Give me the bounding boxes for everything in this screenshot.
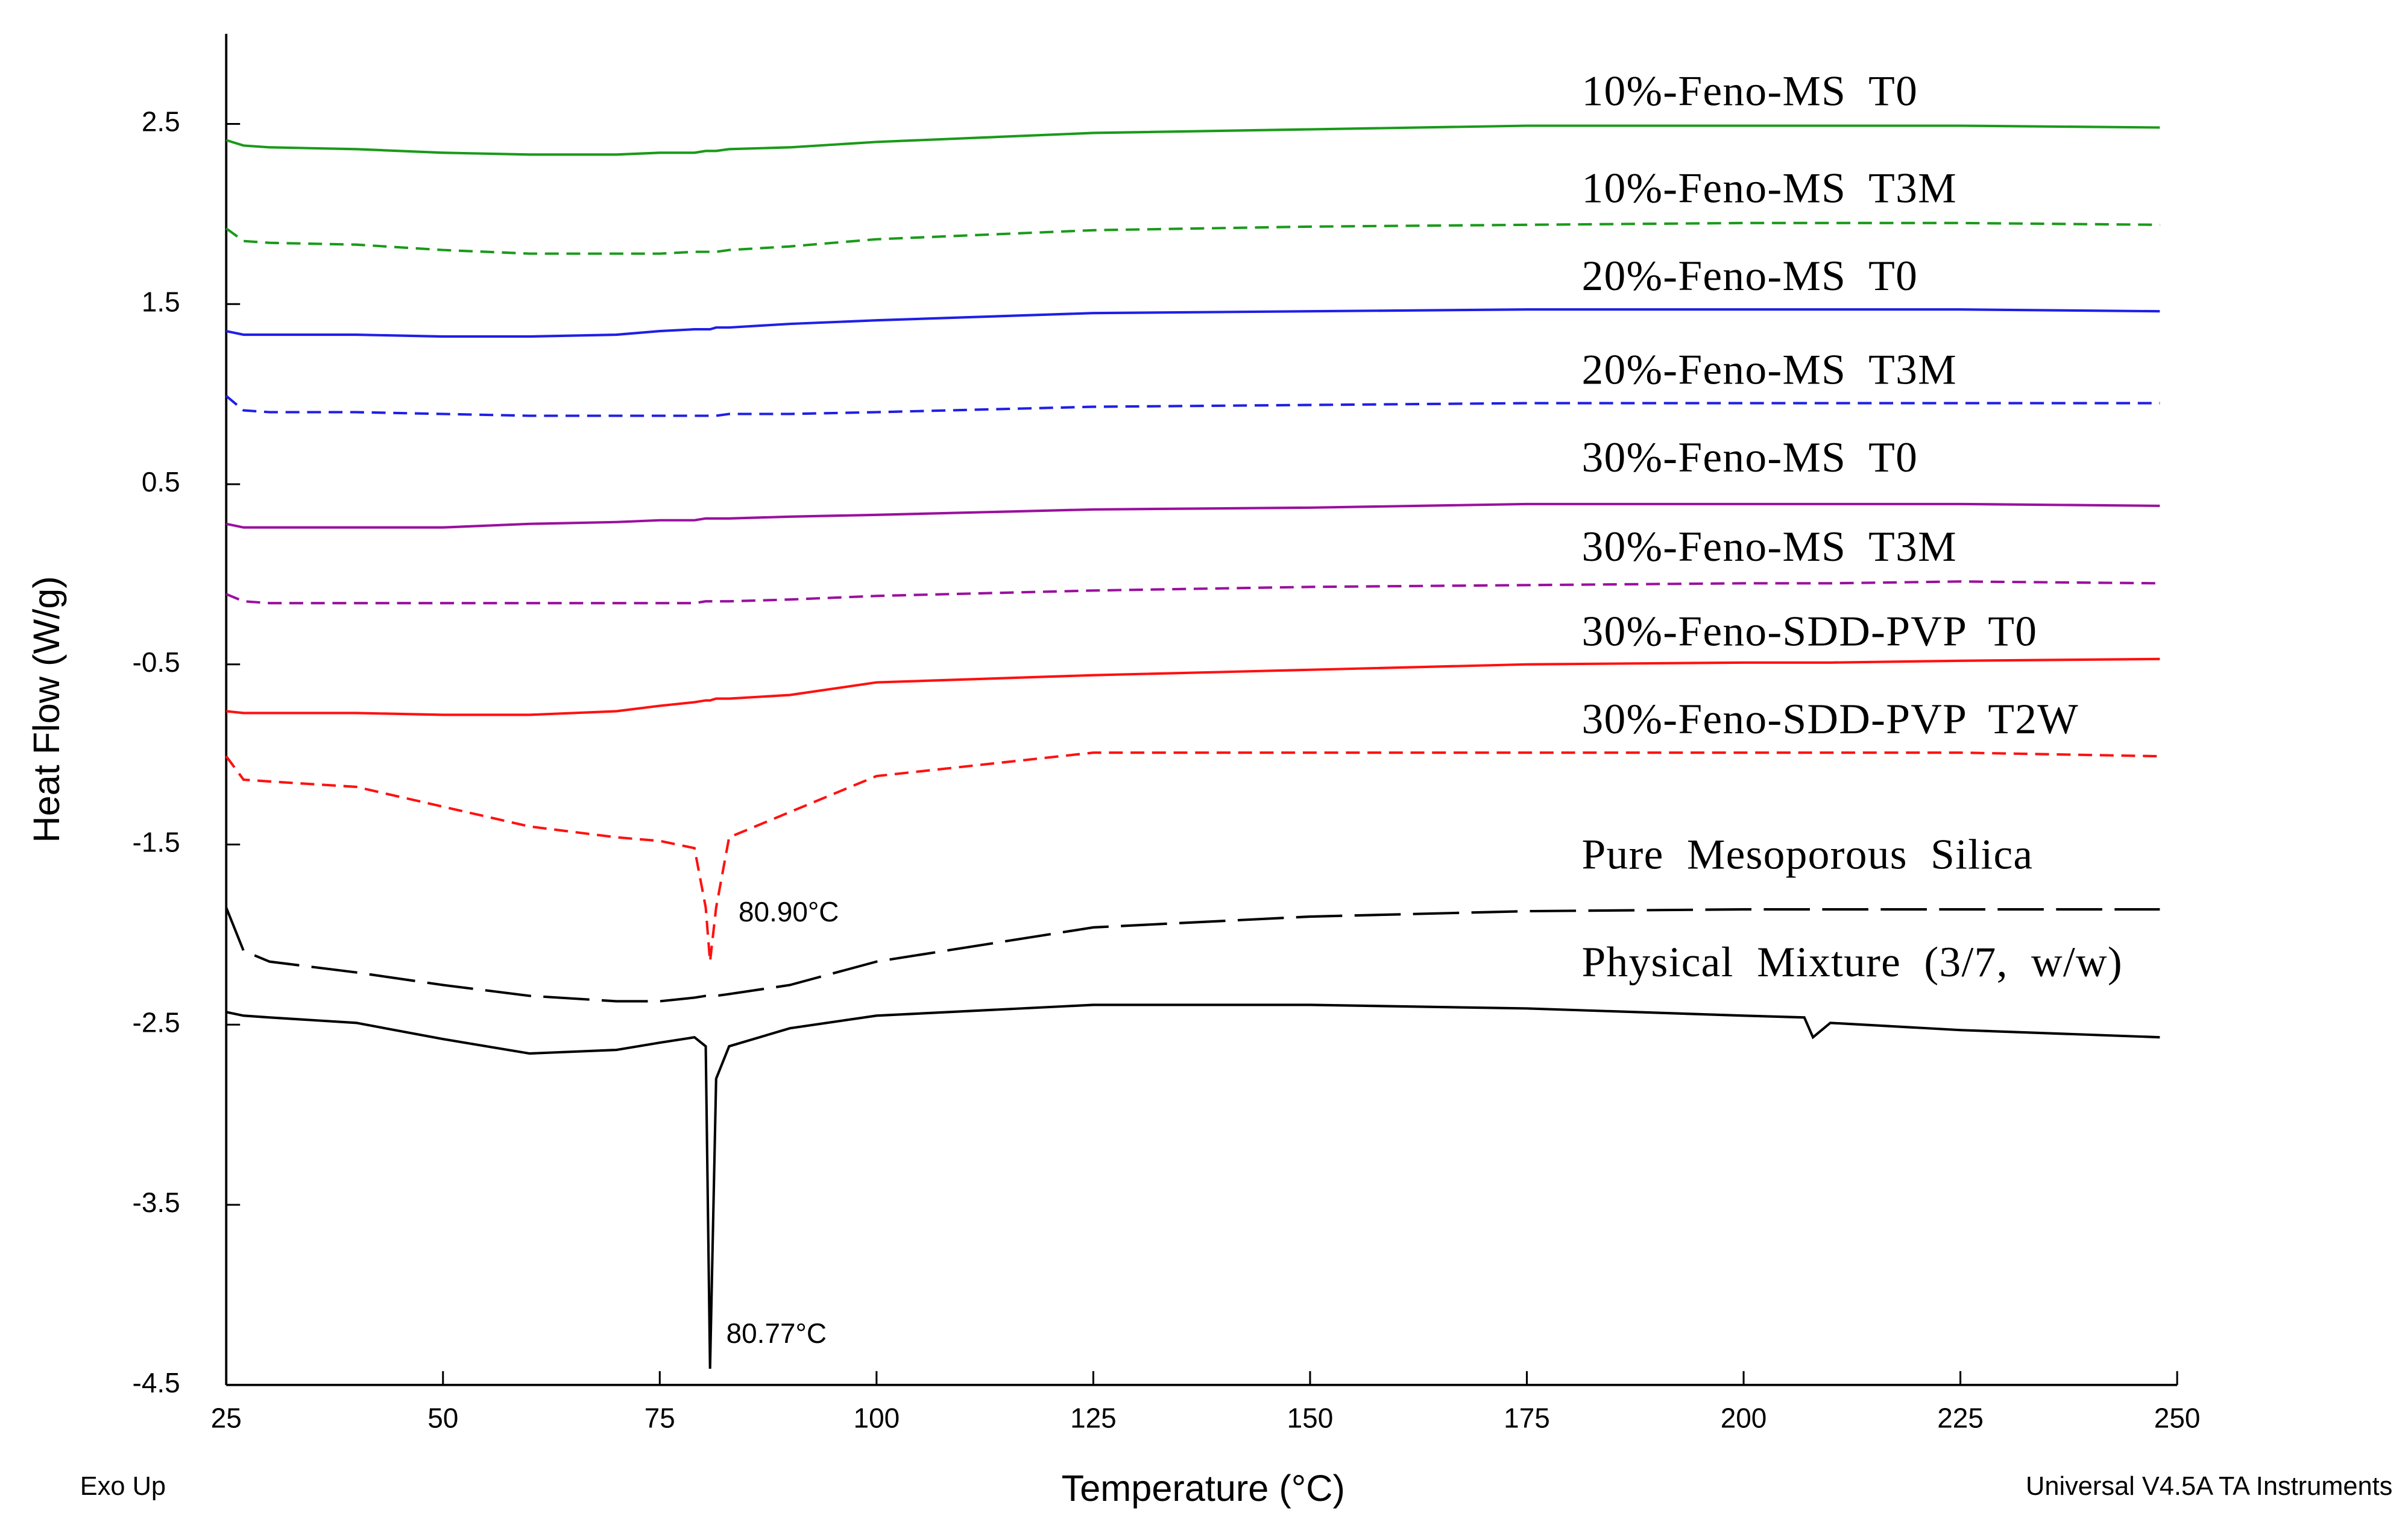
series-label: 10%-Feno-MS T0 bbox=[1582, 68, 1918, 115]
series-label: 30%-Feno-MS T3M bbox=[1582, 523, 1957, 570]
series-label: 20%-Feno-MS T0 bbox=[1582, 252, 1918, 300]
series-line bbox=[226, 657, 2160, 716]
series-label: Pure Mesoporous Silica bbox=[1582, 830, 2034, 878]
series-label: 30%-Feno-MS T0 bbox=[1582, 434, 1918, 481]
footer-left: Exo Up bbox=[80, 1472, 166, 1501]
x-tick-label: 150 bbox=[1287, 1403, 1334, 1434]
y-tick-label: -1.5 bbox=[133, 827, 180, 858]
series-line bbox=[225, 907, 2160, 1003]
series-label: 30%-Feno-SDD-PVP T2W bbox=[1582, 695, 2079, 743]
series-line bbox=[225, 124, 2160, 156]
x-tick-label: 25 bbox=[211, 1403, 242, 1434]
peak-annotation: 80.90°C bbox=[739, 896, 839, 927]
x-tick-label: 175 bbox=[1504, 1403, 1550, 1434]
x-tick-label: 100 bbox=[854, 1403, 900, 1434]
y-tick-label: 0.5 bbox=[142, 466, 180, 497]
series-label: 20%-Feno-MS T3M bbox=[1582, 346, 1957, 394]
x-tick-label: 125 bbox=[1070, 1403, 1117, 1434]
series-line bbox=[225, 502, 2160, 529]
y-tick-label: -3.5 bbox=[133, 1187, 180, 1218]
series-line bbox=[225, 1003, 2160, 1369]
y-tick-label: -4.5 bbox=[133, 1367, 180, 1398]
x-tick-label: 250 bbox=[2154, 1403, 2201, 1434]
x-tick-label: 200 bbox=[1721, 1403, 1767, 1434]
x-tick-label: 75 bbox=[645, 1403, 675, 1434]
y-tick-label: -2.5 bbox=[133, 1006, 180, 1038]
series-line bbox=[225, 221, 2160, 255]
series-line bbox=[225, 395, 2160, 417]
x-tick-label: 225 bbox=[1937, 1403, 1984, 1434]
series-label: 10%-Feno-MS T3M bbox=[1582, 164, 1957, 212]
y-tick-label: 1.5 bbox=[142, 286, 180, 317]
x-tick-label: 50 bbox=[427, 1403, 458, 1434]
series-line bbox=[225, 308, 2160, 338]
series-label: 30%-Feno-SDD-PVP T0 bbox=[1582, 607, 2038, 655]
footer-right: Universal V4.5A TA Instruments bbox=[2026, 1472, 2392, 1501]
peak-annotation: 80.77°C bbox=[726, 1318, 827, 1349]
series-label: Physical Mixture (3/7, w/w) bbox=[1582, 938, 2123, 986]
y-axis-label: Heat Flow (W/g) bbox=[26, 576, 67, 842]
x-axis-label: Temperature (°C) bbox=[1062, 1468, 1345, 1509]
y-tick-label: 2.5 bbox=[142, 106, 180, 137]
series-line bbox=[225, 580, 2160, 605]
y-tick-label: -0.5 bbox=[133, 646, 180, 678]
series-line bbox=[225, 751, 2160, 962]
